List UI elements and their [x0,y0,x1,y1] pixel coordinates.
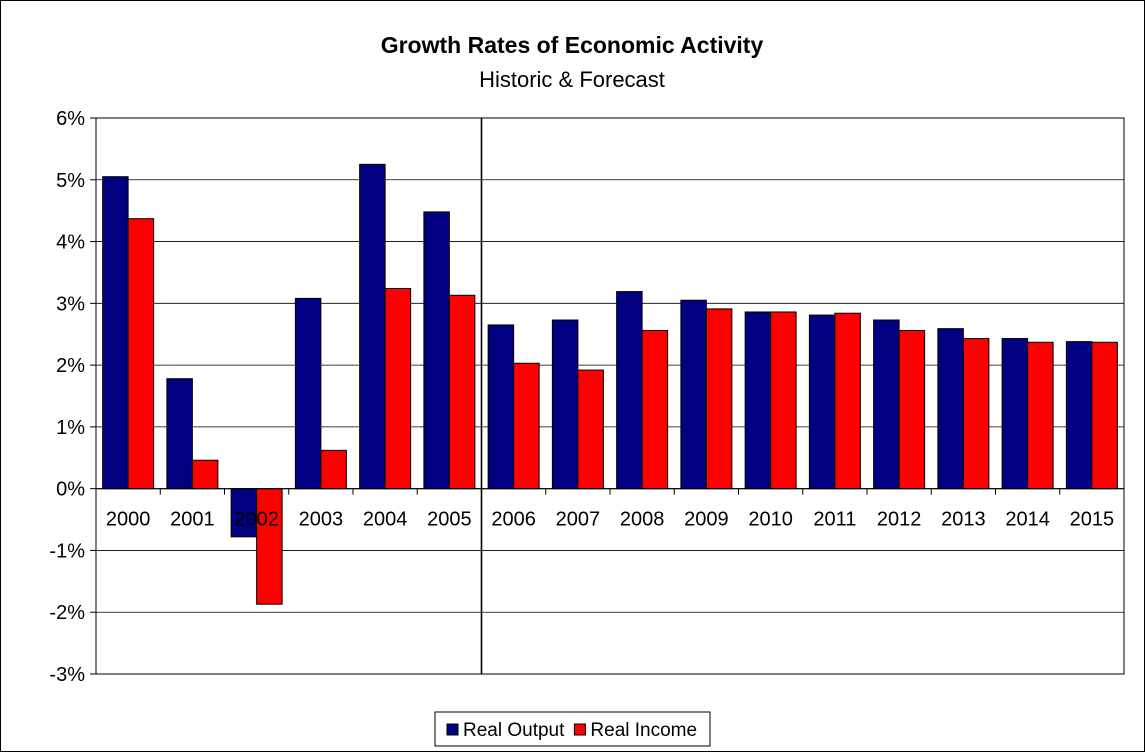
bar-real-income-2008 [641,330,669,490]
y-tick-label: 4% [56,232,85,254]
chart-title: Growth Rates of Economic Activity [381,32,764,58]
x-tick-label: 2008 [620,509,665,531]
legend-box [434,711,711,747]
bar-real-output-2005 [423,211,450,490]
bar-real-income-2014 [1027,341,1054,490]
plot-area: -3% -2% -1% 0% 1% 2% 3% 4% 5% 6% 2000 2001 2002 2003 2… [49,108,1125,686]
x-tick-label: 2000 [106,509,151,531]
x-tick-label: 2005 [427,509,472,531]
bar-real-income-2004 [384,288,412,490]
bar-real-income-2011 [834,312,861,490]
x-tick-label: 2015 [1070,509,1115,531]
x-tick-label: 2014 [1005,509,1050,531]
y-tick-label: -3% [49,664,85,686]
bar-real-output-2003 [294,297,322,490]
y-tick-label: 5% [56,170,85,192]
legend-swatch [446,723,459,736]
bar-real-income-2003 [320,449,347,490]
y-tick-label: 2% [56,355,85,377]
bar-real-income-2007 [577,369,604,490]
y-tick-label: 1% [56,417,85,439]
plot-border [95,117,1125,675]
bar-real-output-2007 [551,319,579,490]
bar-real-income-2005 [448,294,476,490]
y-tick-label: -1% [49,540,85,562]
legend-swatch [573,723,586,736]
bar-real-output-2009 [680,299,707,490]
x-tick-label: 2011 [813,509,856,531]
bar-real-output-2006 [487,324,515,490]
x-tick-label: 2004 [363,509,408,531]
legend: Real Output Real Income [434,711,711,747]
x-tick-label: 2003 [299,509,344,531]
bar-real-output-2013 [937,328,964,490]
bar-real-output-2001 [166,378,193,490]
bar-real-income-2001 [191,459,219,490]
x-tick-label: 2002 [234,509,279,531]
bar-real-income-2002 [256,488,283,605]
chart-subtitle: Historic & Forecast [479,67,665,92]
bar-real-income-2000 [127,218,155,490]
bar-real-output-2002 [230,488,258,538]
legend-label: Real Income [590,720,697,741]
x-tick-label: 2006 [491,509,536,531]
bar-real-income-2010 [770,311,797,490]
y-tick-label: -2% [49,602,85,624]
x-tick-label: 2009 [684,509,729,531]
bar-real-output-2011 [808,314,836,490]
y-tick-label: 0% [56,479,85,501]
bar-real-output-2008 [616,291,643,490]
bar-real-income-2006 [513,362,540,490]
bar-real-income-2015 [1091,341,1118,490]
x-tick-label: 2010 [748,509,793,531]
y-tick-label: 3% [56,293,85,315]
y-tick-label: 6% [56,108,85,130]
bar-real-output-2012 [873,319,900,490]
bar-real-output-2010 [744,311,772,490]
bar-real-income-2009 [705,308,733,490]
bar-real-output-2014 [1001,338,1029,490]
bar-real-output-2000 [102,176,129,490]
bar-real-income-2012 [898,330,926,490]
bar-real-income-2013 [962,338,990,490]
x-tick-label: 2007 [556,509,601,531]
x-tick-label: 2013 [941,509,986,531]
bar-real-output-2015 [1065,341,1093,490]
legend-label: Real Output [463,720,565,741]
x-tick-label: 2001 [170,509,215,531]
bar-real-output-2004 [359,163,386,490]
x-tick-label: 2012 [877,509,922,531]
